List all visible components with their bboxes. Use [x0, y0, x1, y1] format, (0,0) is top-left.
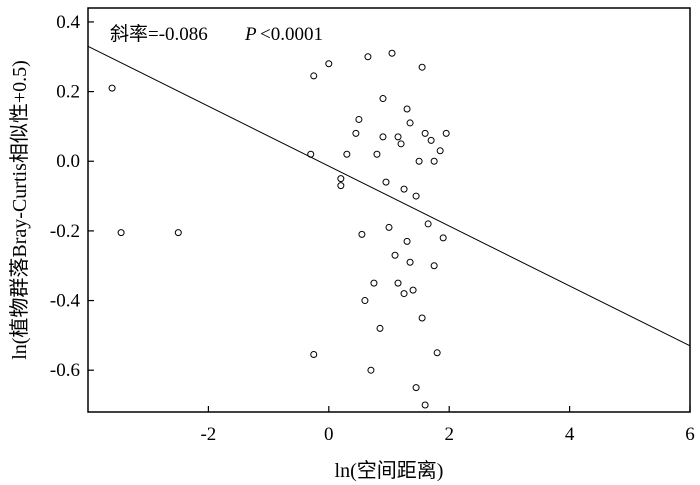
- data-point: [397, 140, 405, 148]
- data-point: [400, 185, 408, 193]
- data-point: [373, 150, 381, 158]
- data-point: [325, 60, 333, 68]
- data-point: [415, 157, 423, 165]
- data-point: [352, 129, 360, 137]
- data-point: [403, 105, 411, 113]
- x-tick-label: 0: [324, 424, 334, 445]
- data-point: [382, 178, 390, 186]
- x-tick-label: 2: [444, 424, 454, 445]
- data-point: [421, 401, 429, 409]
- data-point: [108, 84, 116, 92]
- data-point: [343, 150, 351, 158]
- data-point: [406, 258, 414, 266]
- data-point: [379, 95, 387, 103]
- data-point: [174, 229, 182, 237]
- data-point: [379, 133, 387, 141]
- data-point: [337, 182, 345, 190]
- data-point: [412, 384, 420, 392]
- y-tick-label: -0.6: [50, 360, 80, 381]
- data-point: [376, 324, 384, 332]
- data-point: [403, 237, 411, 245]
- data-point: [358, 230, 366, 238]
- data-point: [418, 314, 426, 322]
- data-point: [361, 297, 369, 305]
- slope-annotation: 斜率=-0.086: [110, 23, 208, 45]
- data-point: [412, 192, 420, 200]
- data-point: [436, 147, 444, 155]
- data-point: [337, 175, 345, 183]
- y-tick-label: 0.0: [56, 151, 80, 172]
- x-axis-ticks: -2 0 2 4 6: [200, 406, 695, 445]
- data-point: [310, 351, 318, 359]
- data-point: [442, 129, 450, 137]
- x-tick-label: -2: [200, 424, 216, 445]
- data-point: [409, 286, 417, 294]
- data-point: [117, 229, 125, 237]
- y-axis-ticks: -0.6 -0.4 -0.2 0.0 0.2 0.4: [50, 12, 94, 381]
- data-point: [367, 366, 375, 374]
- data-point: [424, 220, 432, 228]
- y-tick-label: 0.4: [56, 12, 80, 33]
- data-point: [355, 115, 363, 123]
- y-tick-label: -0.2: [50, 221, 80, 242]
- p-value: <0.0001: [260, 24, 323, 45]
- data-point: [370, 279, 378, 287]
- data-point: [310, 72, 318, 80]
- y-axis-label: ln(植物群落Bray-Curtis相似性+0.5): [8, 60, 31, 360]
- data-point: [418, 63, 426, 71]
- data-point: [439, 234, 447, 242]
- y-tick-label: 0.2: [56, 82, 80, 103]
- data-point: [400, 290, 408, 298]
- data-point: [430, 262, 438, 270]
- data-point: [391, 251, 399, 259]
- p-label: P: [244, 24, 257, 45]
- data-point: [388, 49, 396, 57]
- data-point: [430, 157, 438, 165]
- data-point: [364, 53, 372, 61]
- data-point: [406, 119, 414, 127]
- data-point: [394, 133, 402, 141]
- x-axis-label: ln(空间距离): [335, 459, 444, 482]
- regression-line: [87, 45, 691, 347]
- data-point: [385, 223, 393, 231]
- data-point: [394, 279, 402, 287]
- x-tick-label: 6: [685, 424, 695, 445]
- data-point: [427, 136, 435, 144]
- y-tick-label: -0.4: [50, 291, 81, 312]
- data-point: [421, 129, 429, 137]
- data-point: [433, 349, 441, 357]
- x-tick-label: 4: [565, 424, 575, 445]
- data-points: [108, 49, 450, 409]
- plot-frame: [87, 7, 691, 413]
